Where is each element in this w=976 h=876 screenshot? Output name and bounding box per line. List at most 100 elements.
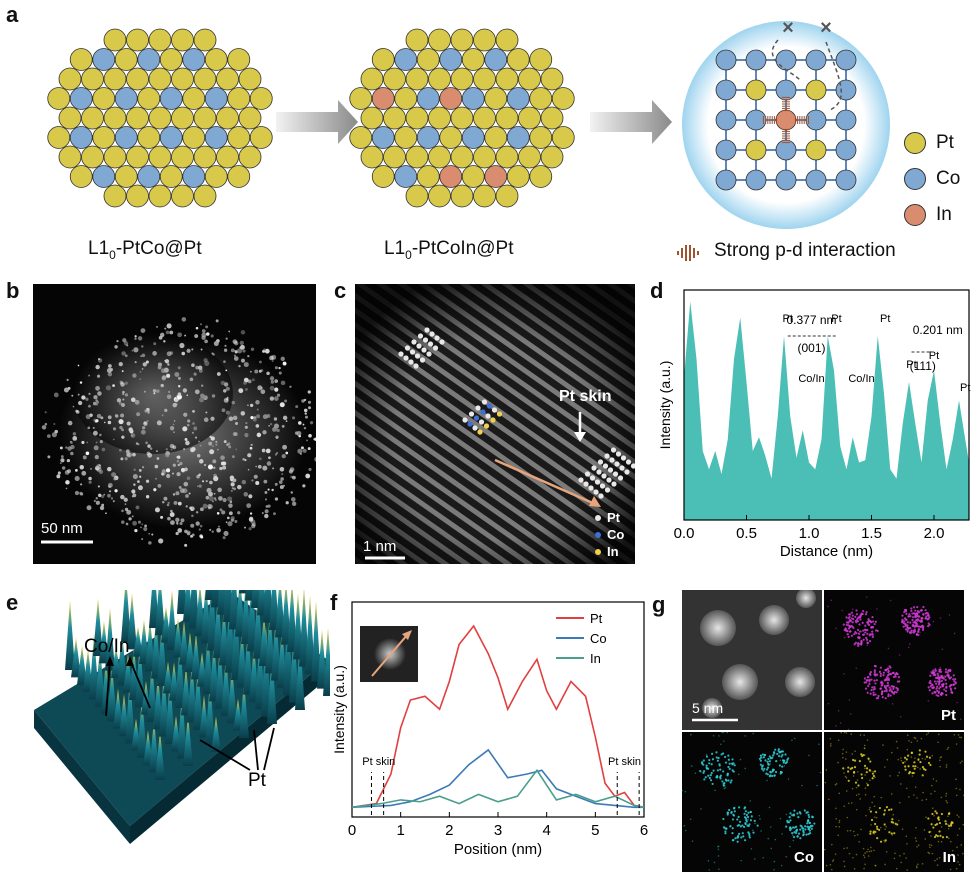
atom-co: [416, 87, 440, 110]
atom-pt: [193, 67, 217, 91]
atom-co: [204, 87, 228, 110]
atom-in: [439, 165, 463, 188]
atom-pt: [58, 106, 82, 130]
atom-pt: [238, 67, 262, 91]
panel-letter-f: f: [330, 590, 338, 615]
atom-co: [159, 87, 183, 110]
atom-pt: [383, 106, 406, 130]
cluster-ptco: [47, 28, 273, 208]
lattice-grid: × ×: [715, 17, 857, 191]
atom-pt: [371, 48, 395, 71]
atom-pt: [126, 106, 149, 130]
legend-swatch: [595, 514, 601, 521]
atom-pt: [126, 67, 149, 91]
atom-co: [137, 165, 161, 188]
atom-pt: [495, 106, 519, 130]
atom-pt: [416, 48, 440, 71]
x-tick-label: 0.0: [674, 525, 695, 542]
atom-pt: [47, 87, 71, 110]
peak-label: Co/In: [848, 373, 874, 385]
lattice-atom-co: [835, 109, 857, 131]
atom-pt: [450, 106, 474, 130]
panel-e-3d-surface: Co/In Pt: [34, 590, 330, 844]
atom-pt: [58, 67, 82, 91]
atom-pt: [69, 48, 93, 71]
atom-pt: [103, 145, 127, 169]
peak-label: Pt: [783, 313, 793, 325]
atom-pt: [103, 184, 127, 208]
x-tick-label: 1.5: [861, 525, 882, 542]
haadf-overview-image: 50 nm: [33, 284, 316, 564]
atom-pt: [148, 28, 172, 52]
atom-pt: [529, 165, 553, 188]
atom-pt: [428, 28, 451, 52]
in-eds-map: In: [824, 732, 964, 872]
atom-pt: [405, 28, 429, 52]
atom-pt: [551, 126, 575, 149]
peak-label: Pt: [929, 350, 939, 362]
lattice-atom-co: [835, 139, 857, 161]
legend-swatch: [904, 132, 926, 154]
atom-pt: [394, 126, 418, 149]
panel-f-inset: [360, 626, 418, 682]
atom-co: [439, 48, 463, 71]
atom-pt: [518, 67, 541, 91]
atom-pt: [171, 28, 194, 52]
peak-label: Pt: [880, 313, 890, 325]
panel-letter-a: a: [6, 2, 19, 27]
atom-pt: [473, 28, 496, 52]
lattice-atom-co: [775, 169, 797, 191]
legend-label: Pt: [607, 510, 620, 525]
legend-in: In: [590, 651, 601, 666]
x-tick-label: 5: [591, 822, 599, 839]
atom-pt: [439, 126, 463, 149]
atom-pt: [473, 106, 496, 130]
atom-pt: [193, 145, 217, 169]
panel-a-schematic: × ×: [47, 17, 890, 229]
atom-pt: [405, 145, 429, 169]
atom-pt: [126, 184, 149, 208]
x-tick-label: 0.5: [736, 525, 757, 542]
atom-pt: [540, 106, 564, 130]
legend-label: Co: [936, 168, 961, 189]
atom-pt: [383, 145, 406, 169]
atom-pt: [394, 87, 418, 110]
atom-pt: [473, 145, 496, 169]
atom-pt: [204, 48, 228, 71]
atom-pt: [383, 67, 406, 91]
atom-pt: [450, 184, 474, 208]
atom-pt: [238, 106, 262, 130]
atom-pt: [371, 165, 395, 188]
blocked-cross-icon: ×: [782, 17, 794, 39]
atom-co: [114, 126, 138, 149]
lattice-atom-pt: [805, 139, 827, 161]
atom-in: [439, 87, 463, 110]
atom-pt: [461, 48, 485, 71]
haadf-nanoparticle-image: 5 nm: [682, 590, 822, 730]
scale-label-b: 50 nm: [41, 520, 83, 537]
atom-pt: [159, 48, 183, 71]
process-arrow-1: [276, 100, 358, 144]
legend-item-co: Co: [595, 527, 624, 542]
legend-swatch: [904, 168, 926, 190]
atom-co: [484, 48, 508, 71]
peak-label: Pt: [906, 359, 916, 371]
x-axis-label: Distance (nm): [780, 543, 873, 560]
y-axis-label: Intensity (a.u.): [334, 665, 347, 754]
atom-co: [394, 48, 418, 71]
lattice-atom-co: [835, 49, 857, 71]
atom-pt: [227, 126, 251, 149]
panel-letter-d: d: [650, 278, 664, 303]
panel-c-legend: Pt Co In: [595, 510, 624, 561]
atom-pt: [360, 67, 384, 91]
scale-label-g: 5 nm: [692, 700, 724, 716]
atom-pt: [349, 87, 373, 110]
atom-co: [92, 165, 116, 188]
cluster-ptcoin: [349, 28, 575, 208]
atom-pt: [58, 145, 82, 169]
lattice-atom-co: [715, 109, 737, 131]
legend-item-in: In: [595, 544, 624, 559]
hrtem-lattice-image: Pt skin 1 nm Pt Co In: [355, 284, 635, 564]
x-tick-label: 0: [348, 822, 356, 839]
atom-pt: [171, 67, 194, 91]
